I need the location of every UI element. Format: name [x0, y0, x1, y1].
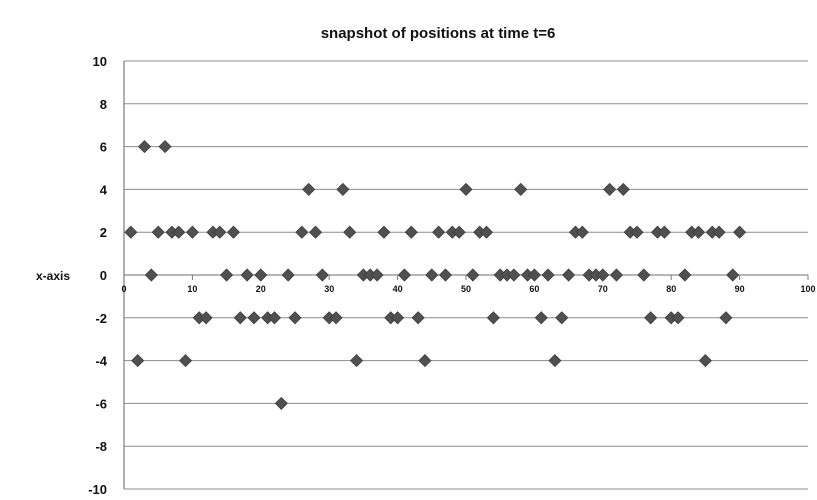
x-tick-label-6: 60 [529, 284, 539, 294]
data-point-88 [726, 268, 740, 282]
data-point-86 [712, 225, 726, 239]
y-tick-label-0: 10 [93, 54, 107, 69]
chart-title: snapshot of positions at time t=6 [321, 25, 556, 42]
x-tick-label-3: 30 [324, 284, 334, 294]
data-point-4 [151, 225, 165, 239]
data-point-66 [575, 225, 589, 239]
data-point-42 [411, 311, 425, 325]
data-point-60 [534, 311, 548, 325]
data-point-27 [308, 225, 323, 239]
data-point-72 [616, 182, 630, 196]
data-point-43 [418, 354, 432, 368]
x-tick-label-4: 40 [393, 284, 403, 294]
data-point-32 [343, 225, 357, 239]
data-point-87 [719, 311, 733, 325]
data-point-33 [349, 354, 364, 368]
x-tick-labels: 0 10 20 30 40 50 60 70 80 90 100 [121, 284, 815, 294]
data-point-80 [671, 311, 685, 325]
y-tick-label-1: 8 [100, 97, 107, 112]
data-point-28 [315, 268, 329, 282]
data-point-59 [527, 268, 541, 282]
data-point-49 [459, 182, 473, 196]
data-point-2 [137, 140, 152, 154]
data-point-9 [185, 225, 199, 239]
x-tick-label-5: 50 [461, 284, 471, 294]
x-tick-label-2: 20 [256, 284, 266, 294]
data-point-36 [370, 268, 384, 282]
data-point-75 [637, 268, 651, 282]
data-point-78 [657, 225, 671, 239]
data-point-23 [281, 268, 295, 282]
data-point-40 [397, 268, 412, 282]
y-tick-label-6: -2 [95, 311, 107, 326]
y-tick-label-10: -10 [88, 482, 107, 497]
data-point-14 [220, 268, 234, 282]
y-tick-label-4: 2 [100, 225, 107, 240]
y-tick-label-8: -6 [95, 396, 107, 411]
data-point-15 [226, 225, 241, 239]
data-point-30 [329, 311, 343, 325]
data-point-41 [404, 225, 418, 239]
y-tick-label-3: 4 [100, 182, 108, 197]
data-point-74 [630, 225, 644, 239]
y-tick-label-7: -4 [95, 354, 107, 369]
data-point-31 [336, 182, 350, 196]
x-tick-label-8: 80 [666, 284, 676, 294]
data-point-25 [295, 225, 309, 239]
axes [123, 61, 809, 489]
data-points [124, 140, 747, 410]
data-point-18 [247, 311, 261, 325]
data-point-13 [213, 225, 227, 239]
x-tick-label-9: 90 [735, 284, 745, 294]
data-point-45 [432, 225, 446, 239]
data-point-50 [466, 268, 480, 282]
data-point-21 [267, 311, 282, 325]
data-point-5 [158, 140, 172, 154]
y-tick-label-2: 6 [100, 140, 107, 155]
data-point-24 [288, 311, 302, 325]
data-point-81 [678, 268, 692, 282]
data-point-0 [124, 225, 138, 239]
data-point-37 [377, 225, 391, 239]
data-point-89 [733, 225, 747, 239]
data-point-48 [452, 225, 466, 239]
data-point-7 [172, 225, 186, 239]
data-point-16 [233, 311, 247, 325]
data-point-11 [199, 311, 213, 325]
y-tick-labels: 10 8 6 4 2 0 -2 -4 -6 -8 -10 [88, 54, 108, 497]
data-point-44 [425, 268, 439, 282]
data-point-1 [131, 354, 145, 368]
data-point-61 [541, 268, 555, 282]
data-point-70 [603, 182, 617, 196]
data-point-76 [644, 311, 658, 325]
data-point-57 [514, 182, 528, 196]
data-point-83 [691, 225, 706, 239]
y-tick-label-9: -8 [95, 439, 107, 454]
data-point-63 [555, 311, 569, 325]
data-point-17 [240, 268, 254, 282]
data-point-52 [479, 225, 494, 239]
data-point-8 [178, 354, 193, 368]
data-point-71 [609, 268, 624, 282]
data-point-39 [391, 311, 405, 325]
y-tick-label-5: 0 [100, 268, 107, 283]
data-point-22 [274, 396, 288, 410]
x-tick-label-1: 10 [187, 284, 197, 294]
data-point-56 [507, 268, 521, 282]
data-point-64 [562, 268, 576, 282]
data-point-62 [548, 354, 562, 368]
x-tick-label-0: 0 [121, 284, 126, 294]
data-point-3 [144, 268, 158, 282]
data-point-84 [698, 354, 712, 368]
data-point-46 [438, 268, 453, 282]
data-point-26 [302, 182, 316, 196]
data-point-19 [254, 268, 268, 282]
x-axis-label: x-axis [36, 269, 70, 283]
x-tick-label-10: 100 [800, 284, 815, 294]
data-point-53 [486, 311, 500, 325]
data-point-69 [596, 268, 610, 282]
x-tick-label-7: 70 [598, 284, 608, 294]
